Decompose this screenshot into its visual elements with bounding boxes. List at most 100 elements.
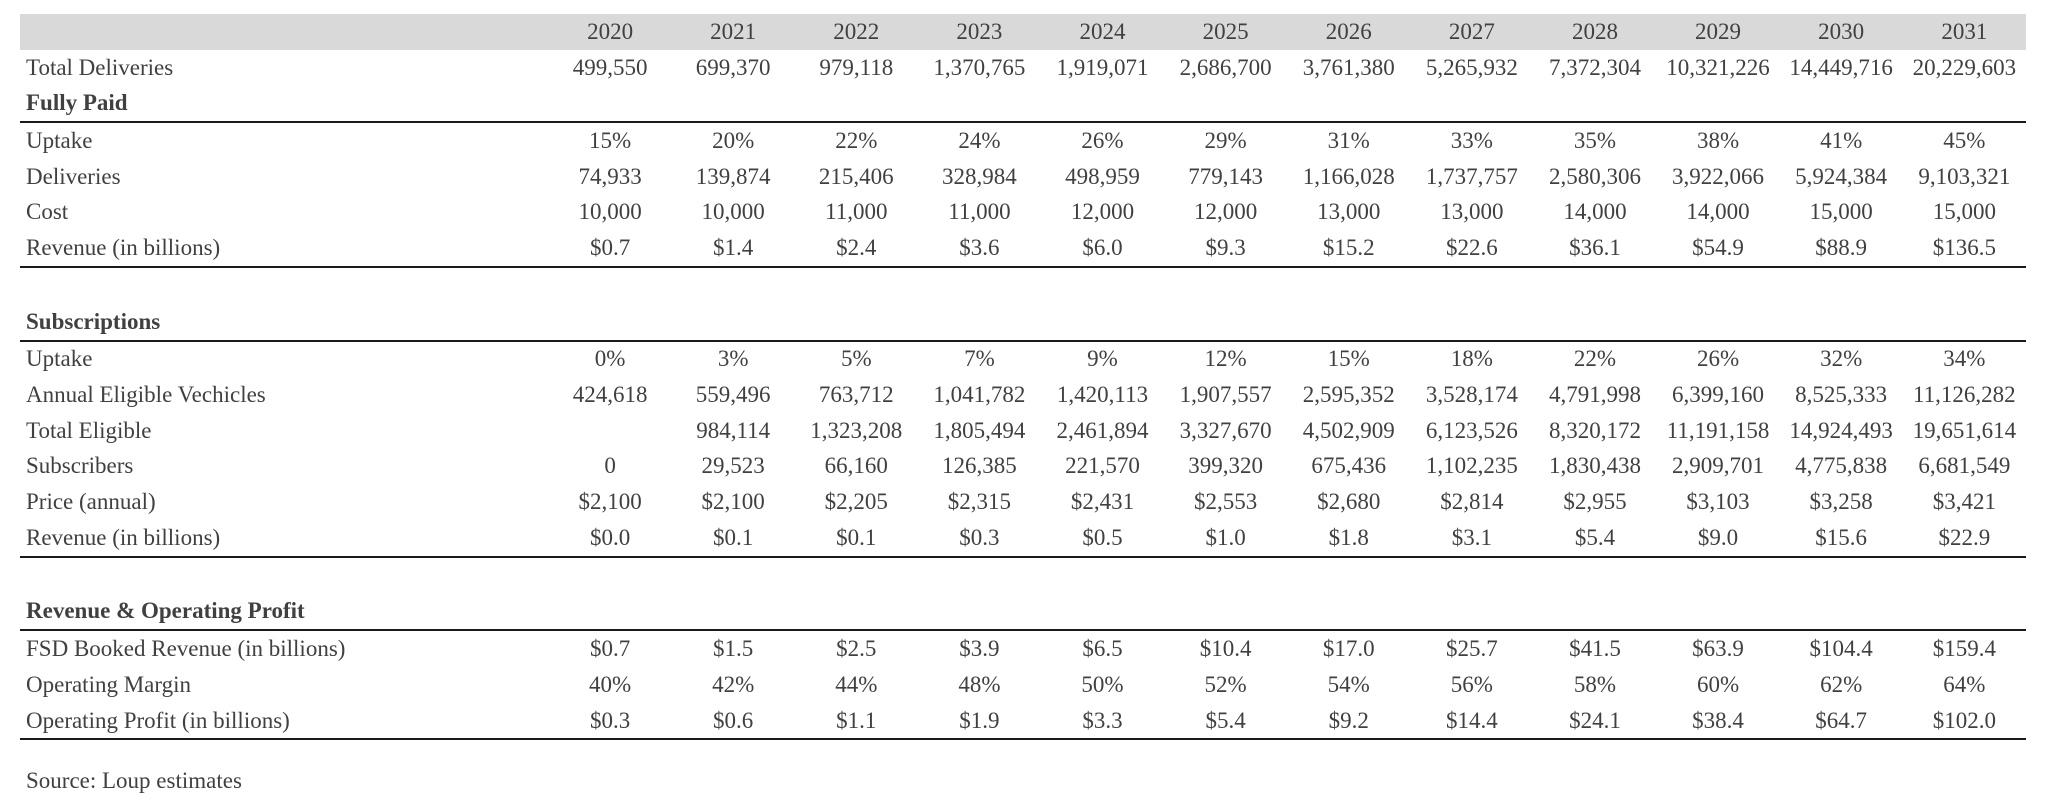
table-cell: 559,496 xyxy=(695,382,771,408)
table-cell: $5.4 xyxy=(1164,702,1288,741)
table-cell: 0 xyxy=(604,453,616,479)
table-cell: 2,595,352 xyxy=(1302,382,1395,408)
table-cell: 9,103,321 xyxy=(1918,163,2011,189)
table-row: Operating Margin 40% 42% 44% 48% 50% 52% 54% 56%… xyxy=(20,667,2026,703)
table-cell: 14,449,716 xyxy=(1789,54,1893,80)
table-cell: 12% xyxy=(1204,346,1247,372)
spacer-row xyxy=(20,557,2026,594)
table-cell: $14.4 xyxy=(1410,702,1534,741)
table-cell: $2,955 xyxy=(1563,489,1627,515)
table-cell: 499,550 xyxy=(572,54,648,80)
table-cell: 5,924,384 xyxy=(1795,163,1888,189)
table-cell: 66,160 xyxy=(824,453,888,479)
table-cell: 31% xyxy=(1327,127,1370,153)
table-cell: $0.6 xyxy=(671,702,795,741)
section-rule-cell xyxy=(917,303,1041,342)
section-rule-cell xyxy=(1164,593,1288,632)
table-cell: 8,525,333 xyxy=(1795,382,1888,408)
table-cell: $0.7 xyxy=(548,230,672,268)
table-cell: $9.0 xyxy=(1656,519,1780,558)
table-cell: 14,000 xyxy=(1563,199,1627,225)
table-cell: 12,000 xyxy=(1070,199,1135,225)
table-cell: 2,686,700 xyxy=(1179,54,1272,80)
table-cell: 64% xyxy=(1943,671,1986,697)
table-cell: $3,103 xyxy=(1686,489,1750,515)
table-cell: $0.1 xyxy=(671,519,795,558)
table-cell: 20,229,603 xyxy=(1912,54,2017,80)
table-cell: $2,680 xyxy=(1317,489,1381,515)
table-cell: $88.9 xyxy=(1779,230,1903,268)
row-label: Cost xyxy=(26,199,69,225)
table-cell: $22.6 xyxy=(1410,230,1534,268)
table-cell: $2.5 xyxy=(836,636,877,662)
table-row: Price (annual) $2,100 $2,100 $2,205 $2,315 $2… xyxy=(20,484,2026,520)
table-cell: $63.9 xyxy=(1692,636,1744,662)
table-cell: $1.4 xyxy=(671,230,795,268)
table-cell: 399,320 xyxy=(1188,453,1263,479)
row-label: Revenue (in billions) xyxy=(20,230,549,268)
table-cell: $1.5 xyxy=(713,636,754,662)
section-revenue-operating-profit: Revenue & Operating Profit xyxy=(20,593,2026,632)
table-cell: $24.1 xyxy=(1533,702,1657,741)
table-cell: $38.4 xyxy=(1656,702,1780,741)
table-cell: 11,191,158 xyxy=(1666,417,1770,443)
table-body: 2020 2021 2022 2023 2024 2025 2026 2027 2028 2029… xyxy=(20,14,2026,741)
table-cell: 42% xyxy=(712,671,755,697)
section-rule-cell xyxy=(1902,85,2026,124)
table-cell: 40% xyxy=(588,671,632,697)
spacer-cell xyxy=(20,267,2026,304)
row-label: Subscribers xyxy=(26,453,134,479)
table-cell: 45% xyxy=(1943,127,1986,153)
table-cell: $2,553 xyxy=(1193,489,1258,515)
section-rule-cell xyxy=(1287,85,1411,124)
row-label: Uptake xyxy=(26,127,93,153)
fsd-revenue-model-sheet: 2020 2021 2022 2023 2024 2025 2026 2027 2028 2029… xyxy=(20,14,2026,741)
table-cell: $3.1 xyxy=(1410,519,1534,558)
table-row: Cost 10,000 10,000 11,000 11,000 12,000 12,000… xyxy=(20,194,2026,230)
section-rule-cell xyxy=(1287,593,1411,632)
table-cell: 6,399,160 xyxy=(1672,382,1765,408)
table-cell: 139,874 xyxy=(695,163,771,189)
table-cell: 50% xyxy=(1081,671,1124,697)
section-rule-cell xyxy=(671,303,795,342)
table-cell: 26% xyxy=(1696,346,1740,372)
table-cell: 35% xyxy=(1573,127,1617,153)
table-cell: 24% xyxy=(958,127,1001,153)
spacer-cell xyxy=(20,557,2026,594)
table-cell: $0.3 xyxy=(548,702,672,741)
table-cell: 1,041,782 xyxy=(933,382,1026,408)
table-cell: 6,681,549 xyxy=(1918,453,2011,479)
table-cell: $22.9 xyxy=(1902,519,2026,558)
table-cell: 1,919,071 xyxy=(1056,54,1149,80)
table-cell: 62% xyxy=(1820,671,1863,697)
section-rule-cell xyxy=(1040,593,1165,632)
year-header: 2021 xyxy=(671,14,795,50)
table-cell: 779,143 xyxy=(1188,163,1263,189)
table-cell: 7,372,304 xyxy=(1548,54,1641,80)
table-cell: $2,100 xyxy=(701,489,765,515)
section-rule-cell xyxy=(1656,85,1780,124)
table-cell: $17.0 xyxy=(1322,636,1375,662)
table-cell: 32% xyxy=(1820,346,1863,372)
table-cell: $36.1 xyxy=(1533,230,1657,268)
table-cell: 54% xyxy=(1327,671,1370,697)
row-label: Revenue (in billions) xyxy=(20,519,549,558)
table-cell: 19,651,614 xyxy=(1912,417,2017,443)
table-cell: $3.9 xyxy=(959,636,1000,662)
row-label: Uptake xyxy=(26,346,93,372)
table-row: Uptake 0% 3% 5% 7% 9% 12% 15% 18% 22% 26% 32% 34% xyxy=(20,341,2026,378)
table-cell: $1.8 xyxy=(1287,519,1411,558)
row-label: Operating Margin xyxy=(26,671,192,697)
row-label: FSD Booked Revenue (in billions) xyxy=(26,636,346,662)
row-label: Deliveries xyxy=(26,163,121,189)
table-cell: $64.7 xyxy=(1779,702,1903,741)
table-row: Annual Eligible Vechicles 424,618 559,496 7… xyxy=(20,377,2026,413)
table-cell: 11,126,282 xyxy=(1913,382,2016,408)
table-cell: 1,907,557 xyxy=(1179,382,1272,408)
table-cell: 215,406 xyxy=(818,163,894,189)
row-label: Annual Eligible Vechicles xyxy=(26,382,266,408)
table-cell: $1.1 xyxy=(794,702,918,741)
table-cell: 979,118 xyxy=(819,54,894,80)
header-corner xyxy=(20,14,549,50)
table-cell: 1,830,438 xyxy=(1548,453,1641,479)
